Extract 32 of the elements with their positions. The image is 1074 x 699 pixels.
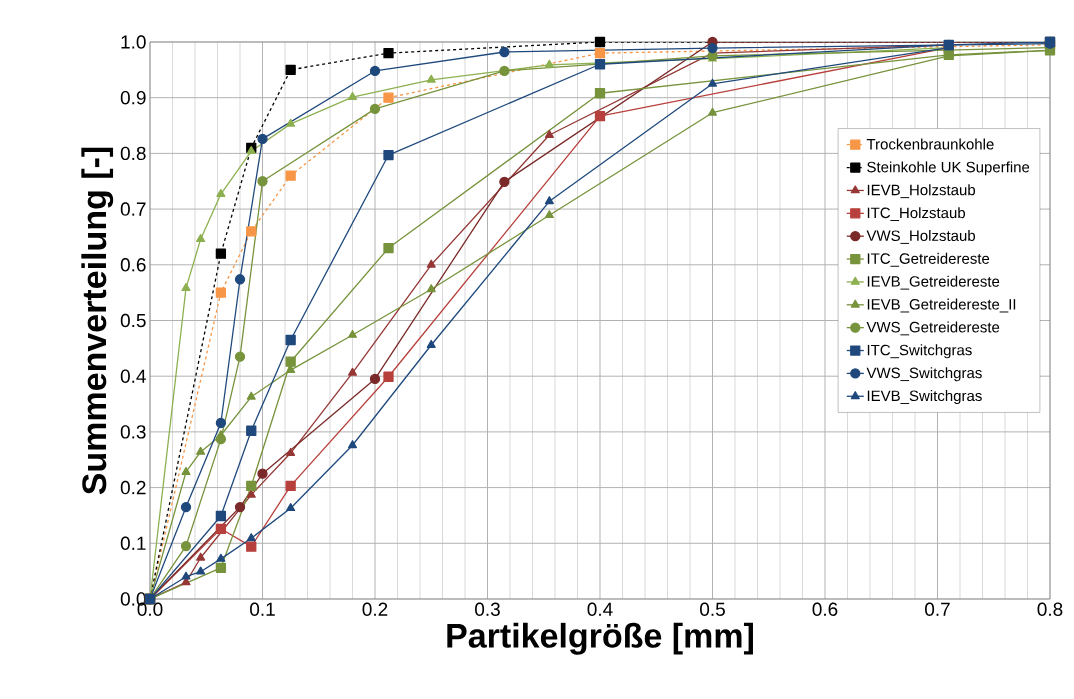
x-tick-label: 0.3 <box>475 602 500 616</box>
y-tick-label: 0.9 <box>120 90 146 105</box>
legend-label: ITC_Switchgras <box>867 344 972 359</box>
legend-label: IEVB_Getreidereste_II <box>867 298 1016 313</box>
legend-label: VWS_Switchgras <box>866 367 982 382</box>
y-axis-title: Summenverteilung [-] <box>81 147 114 495</box>
x-axis-title: Partikelgröße [mm] <box>447 622 753 655</box>
x-tick-label: 0.6 <box>812 602 838 616</box>
x-tick-label: 0.5 <box>700 602 725 616</box>
y-tick-label: 0.3 <box>120 425 146 439</box>
x-tick-label: 0.2 <box>362 602 388 616</box>
legend-label: Steinkohle UK Superfine <box>867 161 1030 176</box>
y-tick-label: 0.6 <box>120 258 146 272</box>
legend-label: Trockenbraunkohle <box>866 138 994 150</box>
x-tick-label: 0.4 <box>587 602 613 616</box>
x-tick-label: 0.1 <box>250 602 275 616</box>
y-tick-label: 0.5 <box>120 313 146 328</box>
y-tick-label: 0.4 <box>120 369 146 383</box>
y-tick-label: 0.2 <box>120 480 146 495</box>
y-tick-label: 0.7 <box>120 202 146 216</box>
legend-label: IEVB_Getreidereste <box>867 275 1000 290</box>
legend-label: IEVB_Holzstaub <box>867 184 976 199</box>
x-tick-label: 0.7 <box>925 602 950 616</box>
legend-label: ITC_Holzstaub <box>867 207 966 221</box>
legend-label: ITC_Getreidereste <box>867 252 990 267</box>
legend-label: VWS_Holzstaub <box>866 230 976 244</box>
y-tick-label: 0.8 <box>120 146 146 161</box>
x-tick-label: 0.8 <box>1037 602 1063 616</box>
y-tick-label: 1.0 <box>121 35 146 49</box>
legend-label: VWS_Getreidereste <box>866 321 1000 336</box>
y-tick-label: 0.1 <box>120 536 146 551</box>
legend-label: IEVB_Switchgras <box>867 390 982 405</box>
